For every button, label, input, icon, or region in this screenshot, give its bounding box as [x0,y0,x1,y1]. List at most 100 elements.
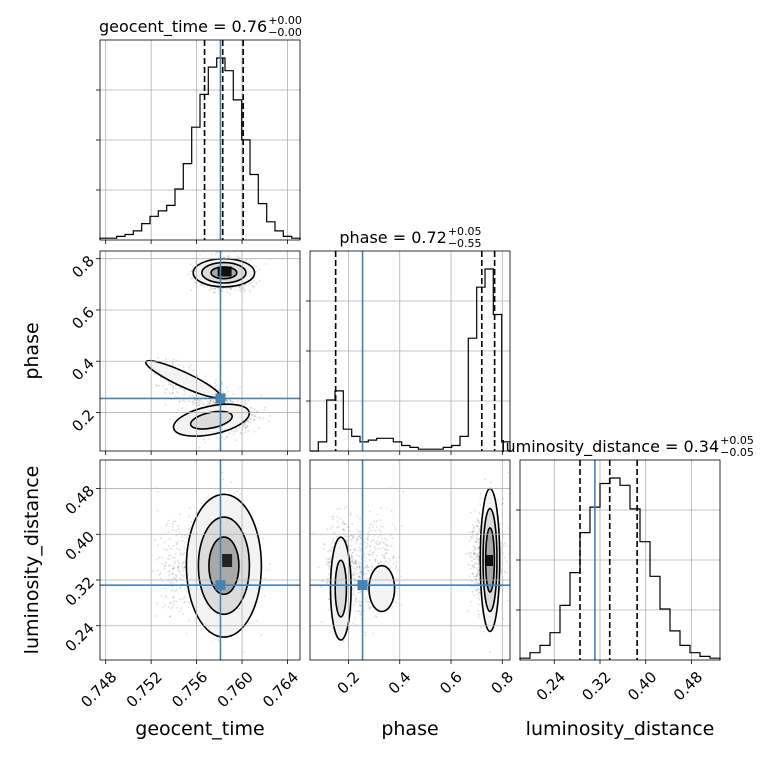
sample-point [235,428,238,431]
sample-point [391,523,394,525]
sample-point [478,599,481,601]
sample-point [156,559,158,561]
sample-point [172,589,175,591]
sample-point [243,290,246,293]
sample-point [359,568,362,571]
sample-point [171,572,174,574]
sample-point [478,578,481,580]
sample-point [172,596,175,598]
sample-point [166,388,169,390]
sample-point [365,566,368,569]
sample-point [358,576,361,578]
sample-point [255,270,258,273]
sample-point [346,539,349,542]
sample-point [359,518,361,520]
sample-point [169,601,172,604]
sample-point [184,565,187,568]
sample-point [215,384,218,387]
sample-point [355,559,358,562]
sample-point [478,573,480,575]
sample-point [391,606,394,608]
sample-point [502,536,505,539]
sample-point [238,286,241,288]
sample-point [242,425,245,428]
sample-point [375,615,378,618]
sample-point [177,567,180,570]
sample-point [479,497,482,499]
sample-point [180,552,182,555]
sample-point [192,277,194,280]
sample-point [244,289,246,292]
sample-point [352,558,354,560]
sample-point [225,247,227,249]
sample-point [354,599,357,602]
sample-point [328,557,331,560]
sample-point [477,563,480,565]
sample-point [210,399,212,402]
sample-point [173,567,176,569]
sample-point [348,530,351,532]
sample-point [360,614,363,616]
sample-point [157,569,159,572]
sample-point [339,517,342,520]
sample-point [468,539,471,542]
sample-point [471,580,473,583]
sample-point [235,490,238,493]
sample-point [192,400,194,403]
sample-point [182,597,185,600]
sample-point [359,576,362,579]
sample-point [225,399,228,402]
sample-point [175,574,177,577]
sample-point [252,284,255,287]
sample-point [209,400,212,403]
sample-point [397,587,399,590]
sample-point [351,560,354,563]
sample-point [375,526,378,529]
sample-point [499,523,501,526]
sample-point [258,268,261,271]
sample-point [467,563,470,566]
sample-point [385,548,388,551]
sample-point [359,562,362,565]
sample-point [244,401,247,404]
sample-point [351,536,354,539]
sample-point [175,588,178,591]
sample-point [332,525,334,528]
sample-point [330,547,333,549]
sample-point [329,561,332,564]
sample-point [358,566,361,568]
sample-point [371,539,373,542]
sample-point [212,399,215,402]
sample-point [474,575,477,578]
sample-point [353,582,356,585]
sample-point [368,559,371,561]
sample-point [174,387,177,390]
sample-point [156,602,158,605]
sample-point [474,540,477,543]
sample-point [473,526,475,528]
sample-point [357,600,360,602]
sample-point [163,567,166,570]
sample-point [160,595,163,597]
sample-point [326,577,329,580]
sample-point [269,415,271,417]
sample-point [157,491,160,493]
sample-point [393,562,395,565]
sample-point [368,549,371,552]
sample-point [175,359,178,362]
sample-point [190,520,193,523]
sample-point [502,617,505,620]
sample-point [369,606,372,608]
sample-point [368,545,371,547]
sample-point [476,585,479,588]
sample-point [326,561,329,563]
sample-point [478,551,480,554]
sample-point [371,565,374,568]
sample-point [330,550,332,552]
sample-point [332,538,335,540]
sample-point [179,587,182,590]
sample-point [238,256,241,259]
sample-point [352,622,354,625]
sample-point [188,600,191,603]
sample-point [242,288,245,290]
